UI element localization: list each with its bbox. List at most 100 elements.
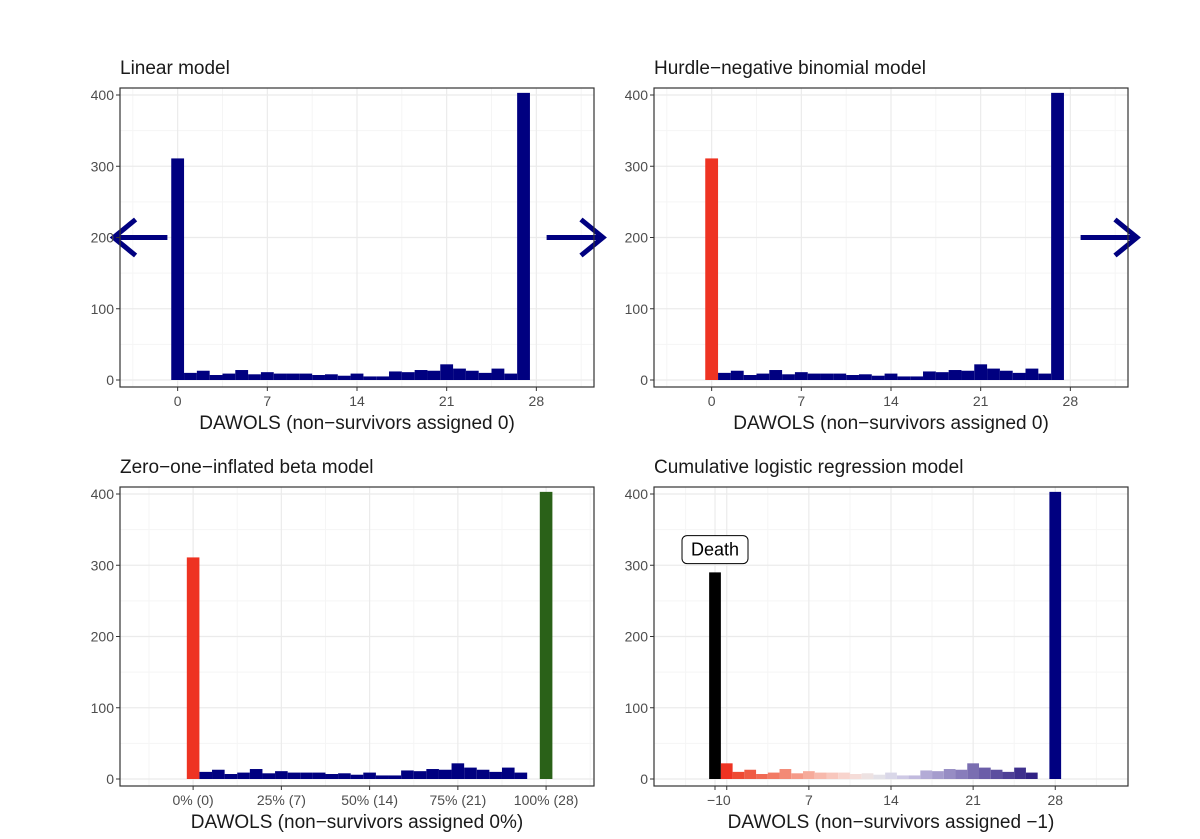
histogram-bar xyxy=(978,767,991,779)
histogram-bar xyxy=(186,557,200,779)
histogram-bar xyxy=(1025,368,1039,380)
y-tick-label: 400 xyxy=(625,486,649,502)
histogram-bar xyxy=(453,368,466,380)
histogram-bar xyxy=(791,773,804,779)
histogram-bar xyxy=(705,158,719,380)
histogram-bar xyxy=(807,373,821,380)
histogram-bar xyxy=(465,370,479,380)
y-tick-label: 400 xyxy=(91,486,115,502)
histogram-bar xyxy=(389,371,402,380)
y-tick-label: 400 xyxy=(91,87,115,103)
panel-1: 0 100 200 300 400 0 7 14 21 28 Linear model DAWOLS … xyxy=(91,58,607,434)
histogram-bar xyxy=(974,364,988,380)
histogram-bar xyxy=(401,770,414,779)
histogram-bar xyxy=(820,373,834,380)
histogram-bar xyxy=(720,763,733,779)
histogram-bar xyxy=(262,773,276,779)
histogram-bar xyxy=(1025,772,1038,779)
y-tick-label: 300 xyxy=(91,158,115,174)
histogram-bar xyxy=(1002,771,1015,779)
panel-3: 0 100 200 300 400 0% (0) 25% (7) 50% (14) 75% (2… xyxy=(91,457,595,833)
arrow-right-head xyxy=(579,217,607,258)
histogram-bar xyxy=(838,772,850,779)
histogram-bar xyxy=(920,770,933,779)
histogram-bar xyxy=(464,767,477,779)
histogram-bar xyxy=(884,373,898,380)
histogram-bar xyxy=(896,775,909,779)
x-tick-label: 21 xyxy=(973,393,989,409)
histogram-bar xyxy=(413,771,427,779)
histogram-bar xyxy=(756,373,770,380)
histogram-bar xyxy=(199,771,213,779)
x-tick-label: 28 xyxy=(529,393,545,409)
histogram-bar xyxy=(222,373,236,380)
histogram-bar xyxy=(376,376,390,380)
histogram-bar xyxy=(782,374,795,380)
histogram-bar xyxy=(248,374,261,380)
x-tick-label: 7 xyxy=(805,792,813,808)
histogram-bar xyxy=(987,368,1000,380)
x-tick-label: 28 xyxy=(1063,393,1079,409)
histogram-bar xyxy=(961,370,975,380)
histogram-bar xyxy=(718,372,731,380)
arrow-left-head xyxy=(109,217,138,258)
x-tick-label: 75% (21) xyxy=(429,792,486,808)
histogram-bar xyxy=(312,375,325,380)
histogram-bar xyxy=(286,373,300,380)
histogram-bar xyxy=(489,771,502,779)
histogram-bar xyxy=(833,373,847,380)
histogram-bar xyxy=(910,376,924,380)
histogram-bar xyxy=(375,775,389,779)
histogram-bar xyxy=(235,370,249,380)
histogram-bar xyxy=(401,372,415,380)
x-tick-label: 21 xyxy=(965,792,981,808)
y-tick-label: 0 xyxy=(106,771,114,787)
histogram-bar xyxy=(943,769,956,779)
histogram-bar xyxy=(846,375,859,380)
histogram-bar xyxy=(517,92,530,381)
histogram-bar xyxy=(935,372,949,380)
histogram-bar xyxy=(440,364,454,380)
histogram-bar xyxy=(426,769,439,779)
histogram-bar xyxy=(873,774,886,779)
histogram-bar xyxy=(478,372,492,380)
histogram-bar xyxy=(871,375,885,380)
histogram-bar xyxy=(769,370,783,380)
histogram-bar xyxy=(451,763,465,779)
y-tick-label: 300 xyxy=(91,557,115,573)
x-tick-label: 7 xyxy=(797,393,805,409)
histogram-bar xyxy=(803,771,815,779)
annotation-death-label: Death xyxy=(691,540,739,560)
y-tick-label: 200 xyxy=(625,230,649,246)
x-tick-label: 28 xyxy=(1047,792,1063,808)
x-tick-label: 100% (28) xyxy=(514,792,579,808)
histogram-bar xyxy=(325,774,339,779)
histogram-bar xyxy=(224,774,238,779)
histogram-bar xyxy=(849,774,862,779)
histogram-bar xyxy=(476,769,490,779)
histogram-bar xyxy=(171,158,185,380)
histogram-bar xyxy=(1051,92,1064,381)
histogram-bar xyxy=(779,769,792,779)
histogram-bar xyxy=(756,774,768,779)
panel-2: 0 100 200 300 400 0 7 14 21 28 Hurdle−negative bin… xyxy=(625,58,1141,434)
histogram-bar xyxy=(539,491,553,779)
histogram-bar xyxy=(1049,491,1062,779)
histogram-bar xyxy=(504,373,518,380)
arrow-right-head xyxy=(1113,217,1141,258)
histogram-bar xyxy=(967,763,979,779)
x-tick-label: 0 xyxy=(708,393,716,409)
histogram-bar xyxy=(350,774,364,779)
histogram-bar xyxy=(337,375,351,380)
histogram-bar xyxy=(388,775,402,779)
histogram-bar xyxy=(826,772,839,779)
histogram-bar xyxy=(312,772,326,779)
histogram-bar xyxy=(350,373,364,380)
histogram-bar xyxy=(955,769,968,779)
y-tick-label: 0 xyxy=(640,372,648,388)
histogram-bar xyxy=(438,769,452,779)
histogram-bar xyxy=(260,372,274,380)
histogram-bar xyxy=(948,370,962,380)
histogram-bar xyxy=(932,771,944,779)
histogram-bar xyxy=(287,772,301,779)
